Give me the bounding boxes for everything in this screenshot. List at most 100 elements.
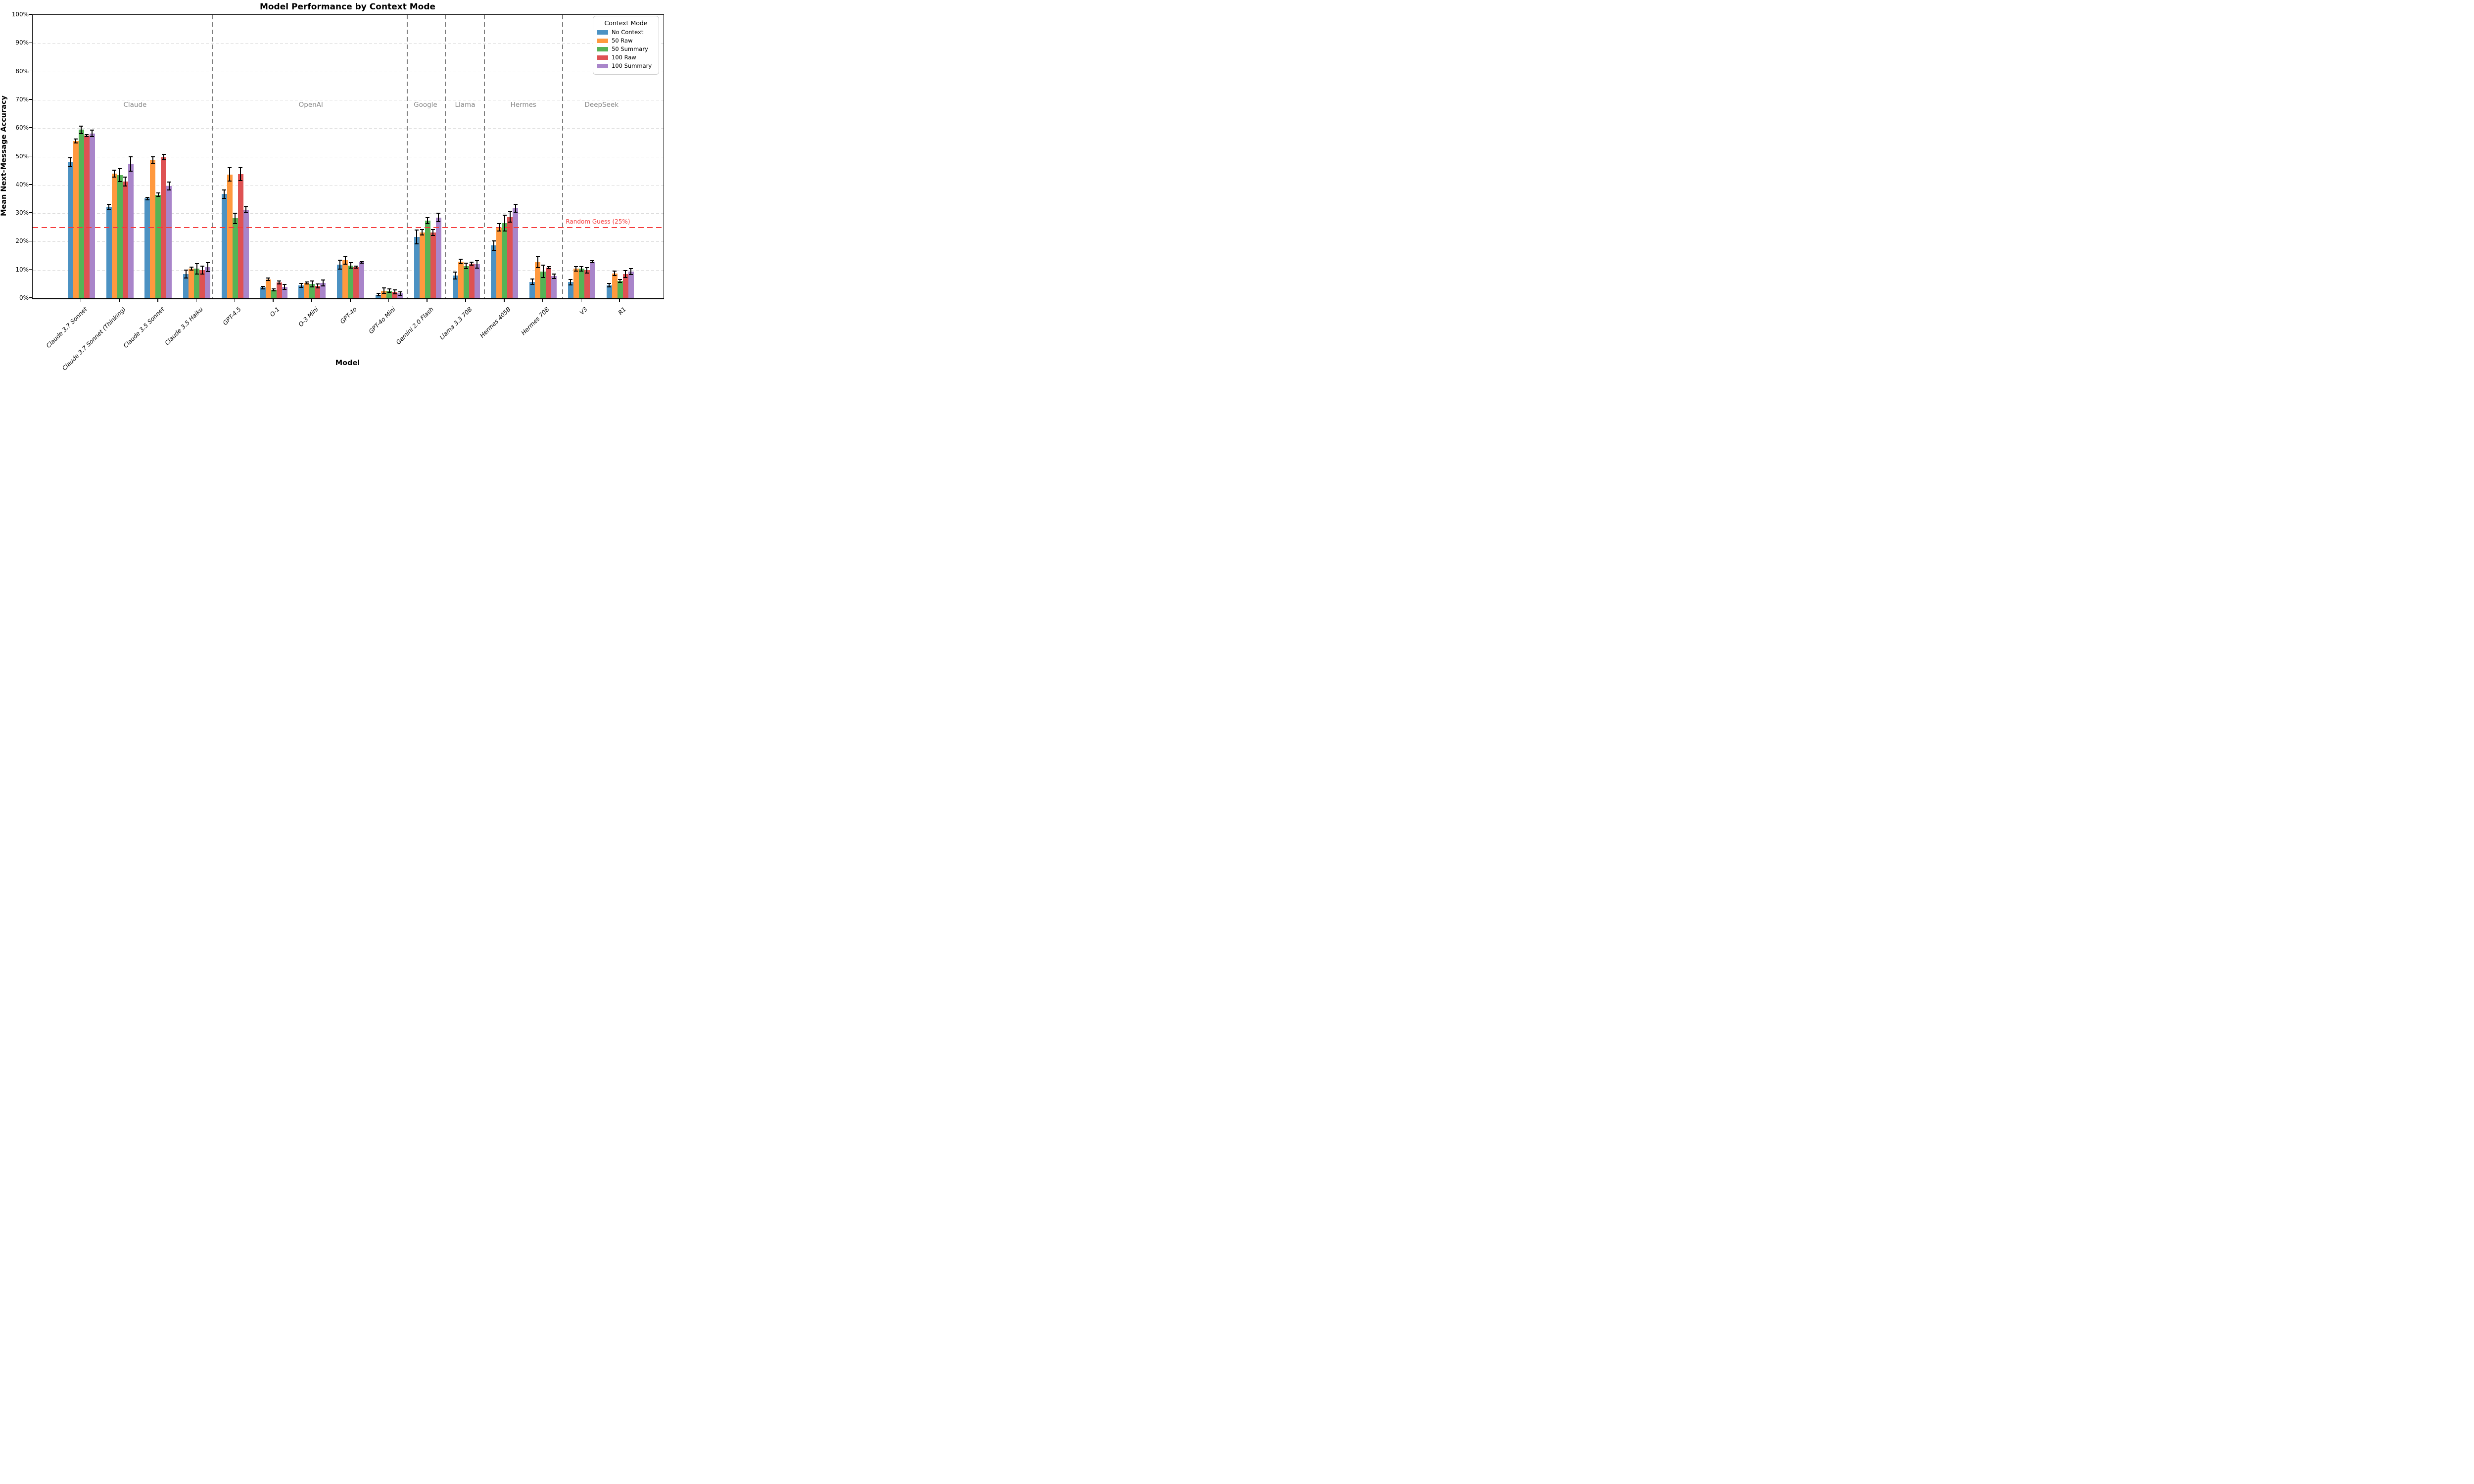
section-label-openai: OpenAI — [298, 100, 323, 109]
errorbar-cap-low-O-3 Mini-No Context — [299, 286, 303, 288]
errorbar-cap-low-Llama 3.3 70B-100 Summary — [475, 267, 479, 269]
errorbar-Hermes 70B-100 Summary — [553, 274, 555, 278]
legend-entry-100 Raw: 100 Raw — [597, 54, 655, 61]
x-tick-mark-Hermes 405B — [504, 299, 505, 302]
errorbar-cap-low-Gemini 2.0 Flash-No Context — [415, 243, 419, 244]
errorbar-cap-high-Hermes 405B-100 Summary — [513, 203, 518, 205]
bar-Claude 3.5 Haiku-50 Raw — [189, 268, 194, 298]
errorbar-cap-low-GPT-4.5-100 Summary — [244, 212, 248, 213]
random-guess-line — [33, 227, 664, 228]
bar-Hermes 405B-100 Summary — [513, 208, 519, 298]
errorbar-cap-high-Gemini 2.0 Flash-100 Summary — [436, 213, 441, 214]
errorbar-cap-high-Claude 3.5 Sonnet-50 Summary — [156, 192, 160, 194]
bar-Claude 3.7 Sonnet-100 Summary — [89, 133, 95, 298]
errorbar-R1-100 Summary — [630, 268, 632, 275]
bar-Claude 3.7 Sonnet-50 Summary — [78, 130, 84, 298]
bar-Llama 3.3 70B-100 Summary — [474, 264, 480, 298]
x-tick-label-Hermes 70B: Hermes 70B — [520, 304, 582, 336]
errorbar-Claude 3.5 Haiku-100 Summary — [207, 263, 208, 272]
y-tick-label-80pct: 80% — [15, 67, 29, 75]
errorbar-cap-low-Gemini 2.0 Flash-50 Summary — [426, 223, 430, 224]
errorbar-cap-low-Llama 3.3 70B-100 Raw — [470, 264, 474, 266]
errorbar-Claude 3.7 Sonnet-50 Summary — [81, 126, 82, 134]
bar-Hermes 70B-100 Raw — [546, 268, 552, 298]
errorbar-cap-high-Hermes 70B-No Context — [530, 278, 534, 280]
errorbar-cap-high-Hermes 70B-50 Raw — [535, 256, 540, 257]
errorbar-cap-high-Claude 3.5 Haiku-100 Summary — [205, 262, 210, 264]
errorbar-cap-low-Gemini 2.0 Flash-50 Raw — [420, 234, 425, 236]
gridline-20pct — [33, 241, 664, 242]
errorbar-cap-low-GPT-4o-100 Raw — [354, 268, 358, 269]
errorbar-cap-low-Hermes 70B-50 Raw — [535, 267, 540, 268]
bar-Gemini 2.0 Flash-50 Summary — [425, 221, 430, 298]
errorbar-Gemini 2.0 Flash-50 Summary — [427, 218, 428, 224]
chart-title: Model Performance by Context Mode — [259, 2, 436, 12]
errorbar-cap-low-Claude 3.7 Sonnet-No Context — [68, 166, 73, 167]
vendor-separator-1 — [406, 15, 408, 298]
legend-swatch-icon — [597, 30, 608, 35]
errorbar-cap-high-GPT-4o-50 Summary — [348, 262, 353, 263]
errorbar-V3-50 Raw — [575, 266, 577, 271]
x-tick-mark-GPT-4o — [349, 299, 351, 302]
x-tick-mark-GPT-4o Mini — [388, 299, 389, 302]
errorbar-O-1-No Context — [262, 286, 264, 289]
bar-GPT-4o-100 Summary — [359, 262, 365, 298]
bar-GPT-4.5-100 Summary — [243, 210, 249, 298]
x-tick-label-V3: V3 — [578, 304, 592, 316]
errorbar-GPT-4o-No Context — [339, 260, 340, 269]
errorbar-GPT-4.5-50 Summary — [235, 213, 236, 224]
errorbar-cap-low-Llama 3.3 70B-50 Raw — [459, 263, 463, 265]
errorbar-cap-high-Claude 3.7 Sonnet (Thinking)-50 Summary — [118, 168, 122, 170]
errorbar-cap-high-Llama 3.3 70B-50 Raw — [459, 258, 463, 260]
y-tick-label-90pct: 90% — [15, 39, 29, 46]
errorbar-Claude 3.7 Sonnet (Thinking)-No Context — [108, 204, 110, 210]
errorbar-cap-low-Claude 3.7 Sonnet (Thinking)-50 Raw — [112, 176, 117, 178]
errorbar-cap-high-Hermes 70B-100 Summary — [552, 273, 556, 275]
errorbar-cap-low-V3-100 Summary — [590, 262, 595, 264]
bar-Claude 3.5 Sonnet-No Context — [144, 198, 150, 298]
errorbar-GPT-4o-100 Summary — [361, 261, 362, 263]
x-tick-mark-GPT-4.5 — [234, 299, 236, 302]
errorbar-cap-low-GPT-4.5-50 Raw — [228, 180, 232, 182]
x-axis-title: Model — [335, 359, 360, 367]
bar-O-1-100 Raw — [276, 282, 282, 298]
errorbar-Claude 3.7 Sonnet-50 Raw — [75, 139, 77, 143]
errorbar-cap-low-Llama 3.3 70B-No Context — [453, 278, 458, 280]
errorbar-Claude 3.5 Sonnet-50 Raw — [152, 157, 153, 163]
errorbar-cap-high-Gemini 2.0 Flash-No Context — [415, 230, 419, 231]
bar-GPT-4o Mini-100 Summary — [397, 293, 403, 298]
errorbar-cap-high-GPT-4o-100 Raw — [354, 265, 358, 267]
errorbar-cap-low-Hermes 405B-No Context — [491, 250, 496, 251]
errorbar-cap-low-R1-50 Summary — [618, 281, 622, 283]
y-tick-mark-30pct — [29, 212, 32, 213]
bar-Claude 3.5 Haiku-100 Raw — [199, 270, 205, 298]
x-tick-label-R1: R1 — [617, 304, 630, 316]
errorbar-cap-high-O-3 Mini-No Context — [299, 282, 303, 284]
errorbar-cap-high-GPT-4o Mini-100 Summary — [398, 291, 402, 292]
bar-O-1-No Context — [260, 287, 266, 298]
x-tick-label-text: Claude 3.7 Sonnet — [45, 306, 89, 350]
errorbar-cap-high-GPT-4.5-100 Raw — [238, 167, 243, 168]
errorbar-Claude 3.7 Sonnet-No Context — [70, 158, 71, 167]
legend-entry-No Context: No Context — [597, 29, 655, 36]
errorbar-O-3 Mini-100 Summary — [322, 279, 324, 286]
bar-Gemini 2.0 Flash-50 Raw — [419, 232, 425, 298]
legend-entry-label: No Context — [612, 29, 644, 36]
legend-title: Context Mode — [604, 19, 648, 27]
bar-V3-50 Raw — [573, 269, 579, 298]
bar-Claude 3.7 Sonnet (Thinking)-50 Raw — [111, 173, 117, 298]
bar-O-1-50 Summary — [271, 289, 277, 298]
errorbar-cap-low-GPT-4.5-50 Summary — [233, 223, 238, 225]
errorbar-cap-high-Claude 3.5 Sonnet-50 Raw — [150, 156, 155, 158]
errorbar-Hermes 405B-100 Summary — [515, 204, 516, 212]
errorbar-cap-low-O-3 Mini-100 Raw — [315, 287, 320, 289]
errorbar-Hermes 405B-No Context — [493, 240, 494, 251]
errorbar-O-1-50 Summary — [273, 289, 275, 291]
errorbar-Llama 3.3 70B-No Context — [455, 272, 456, 279]
y-tick-mark-40pct — [29, 184, 32, 185]
bar-R1-50 Raw — [612, 273, 618, 298]
y-tick-label-60pct: 60% — [15, 124, 29, 132]
errorbar-cap-low-GPT-4o Mini-50 Raw — [381, 293, 386, 294]
legend-swatch-icon — [597, 46, 608, 51]
errorbar-cap-high-GPT-4o-No Context — [337, 259, 342, 261]
